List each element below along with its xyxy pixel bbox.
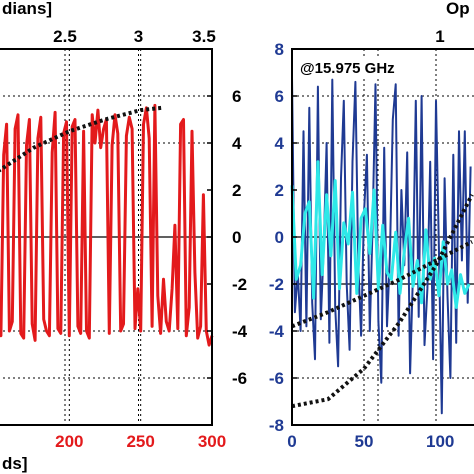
- right-y-tick-label: 6: [275, 87, 284, 106]
- right-series-navy-line: [291, 77, 472, 415]
- right-y-tick-label: -8: [269, 416, 284, 435]
- right-top-tick-label: 1: [435, 27, 444, 46]
- right-top-axis-label: Op: [446, 0, 470, 18]
- left-tick-labels: 6 4 2 0 -2 -4 -6 200 250 300 2.5 3 3.5: [53, 27, 247, 451]
- left-top-tick-label: 3: [134, 27, 143, 46]
- right-x-tick-label: 50: [355, 432, 374, 451]
- left-y-tick-label: -2: [232, 275, 247, 294]
- right-y-tick-label: 4: [275, 134, 285, 153]
- right-series-group: [290, 77, 474, 415]
- right-x-tick-label: 0: [287, 432, 296, 451]
- left-x-tick-label: 200: [55, 432, 83, 451]
- left-top-axis-label: dians]: [2, 0, 52, 18]
- right-series-cyan-line: [290, 160, 471, 309]
- left-y-tick-label: -4: [232, 322, 248, 341]
- left-series-group: [0, 103, 214, 347]
- right-y-tick-label: -2: [269, 275, 284, 294]
- left-top-tick-label: 2.5: [53, 27, 77, 46]
- left-y-tick-label: 4: [232, 134, 242, 153]
- annotation-background: [296, 56, 420, 78]
- right-y-tick-label: -4: [269, 322, 285, 341]
- right-series-dotted-upper: [291, 239, 473, 329]
- left-chart-panel: 6 4 2 0 -2 -4 -6 200 250 300 2.5 3 3.5 dians] ds]: [0, 0, 248, 473]
- right-series-dotted-lower: [291, 193, 474, 409]
- right-y-tick-label: 2: [275, 181, 284, 200]
- left-bottom-axis-label: ds]: [2, 454, 28, 473]
- left-top-tick-label: 3.5: [192, 27, 216, 46]
- frequency-annotation: @15.975 GHz: [300, 60, 395, 77]
- left-y-tick-label: 2: [232, 181, 241, 200]
- left-x-tick-label: 300: [198, 432, 226, 451]
- left-series-red-line: [0, 103, 214, 347]
- right-x-tick-label: 100: [426, 432, 454, 451]
- left-y-tick-label: -6: [232, 369, 247, 388]
- left-x-tick-label: 250: [126, 432, 154, 451]
- left-y-tick-label: 0: [232, 228, 241, 247]
- right-y-tick-label: 0: [275, 228, 284, 247]
- right-y-tick-label: 8: [275, 40, 284, 59]
- left-y-tick-label: 6: [232, 87, 241, 106]
- right-y-tick-label: -6: [269, 369, 284, 388]
